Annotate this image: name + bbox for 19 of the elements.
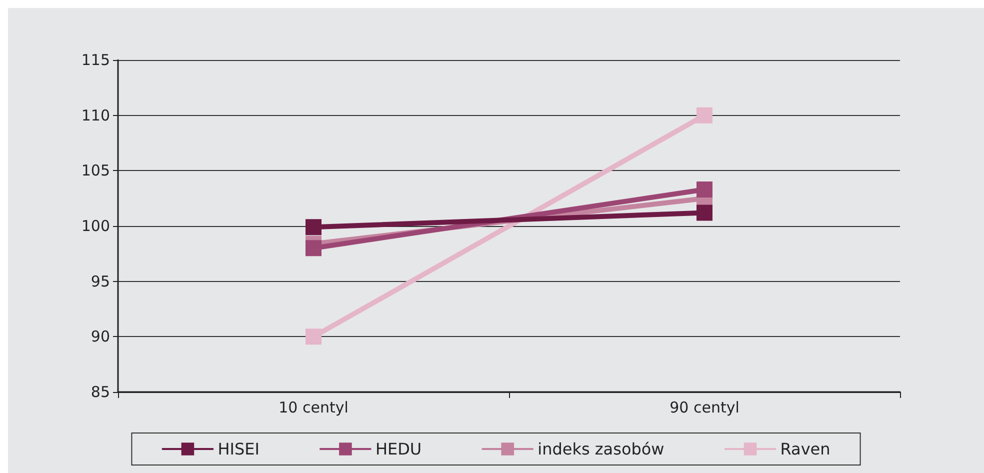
point: [306, 328, 322, 345]
point: [696, 107, 712, 124]
y-tick-label: 100: [81, 217, 110, 235]
point: [696, 181, 712, 198]
legend-label: Raven: [780, 440, 830, 458]
x-tick-label: 10 centyl: [278, 398, 348, 416]
legend-label: HISEI: [218, 440, 260, 458]
y-tick-label: 85: [90, 383, 110, 401]
y-tick-label: 115: [81, 51, 110, 69]
point: [306, 219, 322, 236]
point: [696, 204, 712, 221]
y-tick-label: 110: [81, 106, 110, 124]
y-tick-label: 105: [81, 162, 110, 180]
point: [306, 240, 322, 256]
y-tick-label: 90: [90, 328, 110, 346]
legend-label: HEDU: [375, 440, 422, 458]
legend-label: indeks zasobów: [538, 440, 664, 458]
y-tick-label: 95: [90, 272, 110, 290]
x-tick-label: 90 centyl: [670, 398, 740, 416]
